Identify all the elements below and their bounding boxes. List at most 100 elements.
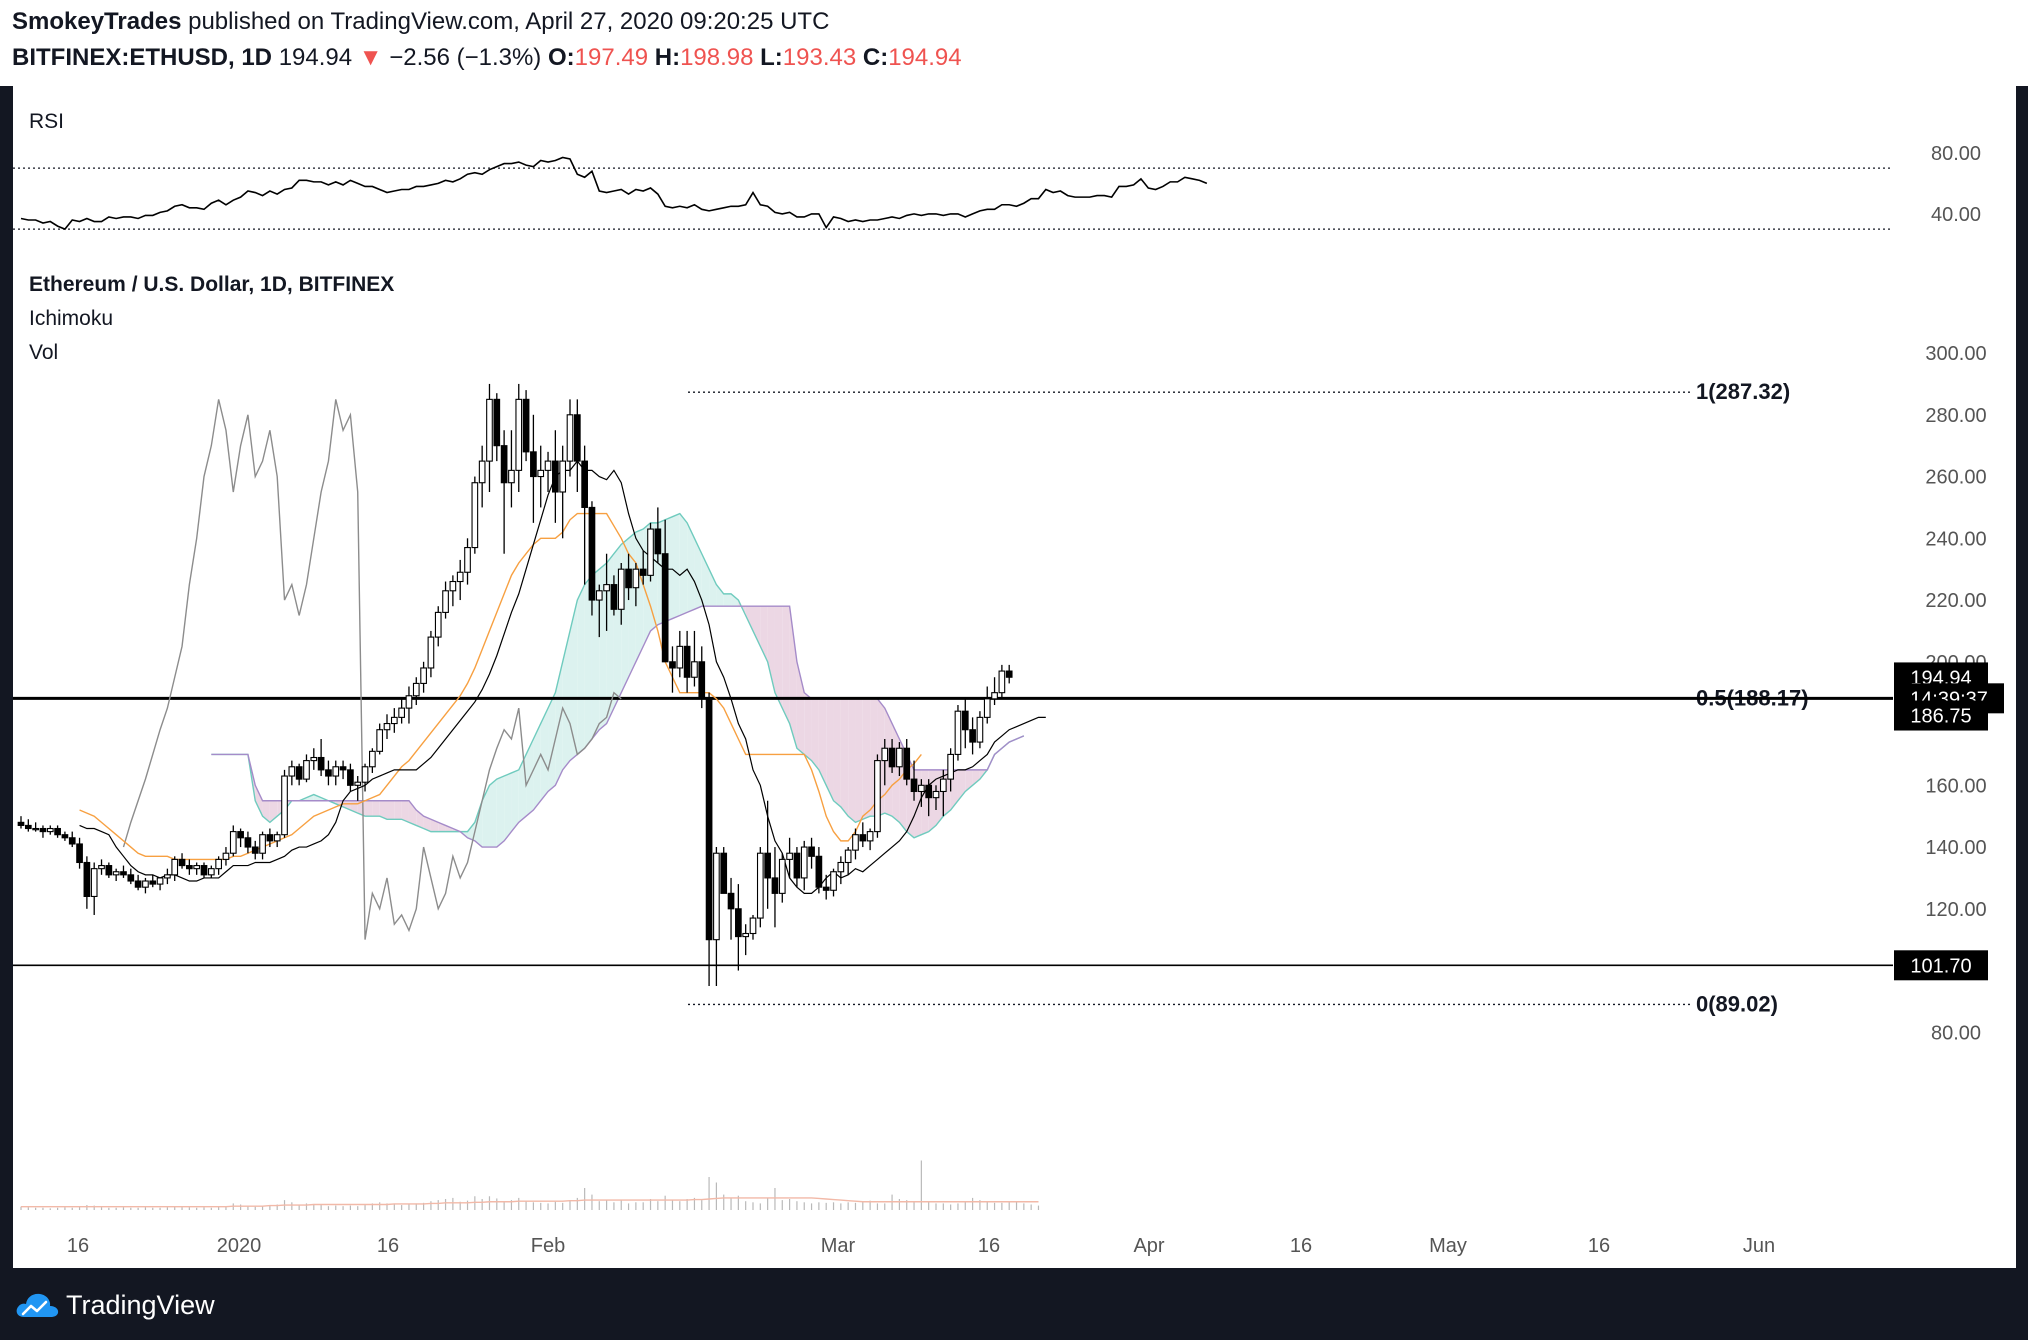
price-label-box [1894, 700, 1988, 731]
symbol-line: BITFINEX:ETHUSD, 1D 194.94 ▼ −2.56 (−1.3… [12, 44, 962, 72]
chart-canvas[interactable]: RSI80.0040.001(287.32)0.5(188.17)0(89.02… [13, 86, 2016, 1268]
candle-down [654, 528, 662, 555]
time-axis-tick: 16 [978, 1235, 1000, 1257]
tradingview-brand[interactable]: TradingView [66, 1290, 215, 1320]
main-pane-title: Ethereum / U.S. Dollar, 1D, BITFINEX [29, 273, 394, 296]
ichimoku-cloud-segment [774, 606, 783, 709]
ichimoku-cloud-segment [401, 800, 409, 823]
time-axis-tick: Jun [1743, 1235, 1775, 1257]
candle-down [793, 852, 801, 879]
candle-up [896, 747, 903, 768]
ichimoku-cloud-segment [928, 769, 936, 832]
price-axis-tick: 220.00 [1925, 590, 1986, 612]
candle-down [735, 908, 742, 938]
candle-down [200, 865, 208, 876]
chart-header: SmokeyTrades published on TradingView.co… [0, 0, 2028, 86]
candle-down [727, 892, 735, 910]
candle-down [317, 756, 325, 771]
symbol-name: BITFINEX:ETHUSD, 1D [12, 44, 273, 71]
candle-up [303, 760, 310, 780]
ichimoku-cloud-segment [826, 698, 834, 801]
ichimoku-cloud-segment [496, 776, 505, 848]
ichimoku-cloud-segment [862, 698, 871, 820]
candle-down [500, 445, 508, 484]
ichimoku-cloud-segment [782, 606, 790, 724]
candle-up [405, 695, 413, 709]
candle-up [852, 834, 859, 851]
candle-up [164, 874, 171, 879]
ichimoku-cloud-segment [445, 825, 453, 832]
candle-up [837, 861, 845, 873]
chikou-span-line [122, 399, 622, 940]
candle-up [954, 710, 962, 755]
candle-down [610, 584, 618, 610]
candle-up [32, 827, 39, 831]
candle-down [961, 710, 969, 731]
candle-up [749, 917, 757, 935]
candle-up [442, 590, 449, 613]
open-label: O: [547, 44, 575, 71]
candle-up [742, 932, 750, 938]
candle-up [361, 766, 369, 783]
candle-down [339, 766, 347, 771]
candle-up [844, 849, 852, 864]
volume-legend: Vol [29, 341, 58, 364]
candle-up [434, 611, 442, 638]
ichimoku-cloud-segment [365, 800, 373, 817]
candle-down [54, 827, 61, 836]
senkou-span-b-line [211, 605, 1025, 848]
candle-down [815, 855, 823, 888]
ichimoku-cloud-segment [482, 785, 490, 848]
volume-ma-line [21, 1197, 1039, 1208]
candle-up [383, 722, 391, 731]
ichimoku-legend: Ichimoku [29, 307, 113, 330]
candle-down [581, 460, 588, 508]
candle-down [552, 460, 559, 493]
author-name[interactable]: SmokeyTrades [12, 8, 182, 35]
candle-up [98, 865, 105, 870]
chart-area[interactable]: RSI 80.00 40.00 1(287.32) 0.5(188.17) 0(89.02… [13, 86, 2016, 1268]
candle-down [295, 766, 303, 780]
candle-up [756, 852, 764, 919]
ichimoku-cloud-segment [972, 769, 980, 786]
ichimoku-cloud-segment [789, 606, 797, 749]
candle-down [61, 834, 69, 839]
price-axis-tick: 300.00 [1925, 343, 1986, 365]
time-axis-tick: 2020 [217, 1235, 262, 1257]
candle-up [142, 880, 149, 888]
ichimoku-cloud-segment [306, 794, 314, 801]
candle-up [866, 831, 874, 842]
candle-up [229, 831, 237, 854]
tradingview-cloud-icon[interactable] [14, 1290, 60, 1320]
candle-up [369, 750, 376, 768]
candle-down [764, 852, 771, 879]
high-label: H: [654, 44, 681, 71]
candle-up [647, 528, 654, 576]
candle-up [259, 834, 266, 854]
time-axis-tick: 16 [1290, 1235, 1312, 1257]
ichimoku-cloud-segment [767, 606, 775, 693]
ichimoku-cloud-segment [628, 532, 636, 678]
ichimoku-cloud-segment [892, 723, 900, 823]
ichimoku-cloud-segment [811, 698, 819, 770]
ichimoku-cloud-segment [804, 692, 812, 761]
last-price: 194.94 [278, 44, 353, 71]
candle-down [68, 837, 76, 845]
ichimoku-cloud-segment [577, 584, 585, 755]
candle-down [859, 834, 867, 842]
ichimoku-cloud-segment [760, 606, 768, 662]
candle-up [874, 760, 881, 833]
candle-up [456, 571, 464, 583]
ichimoku-cloud-segment [621, 538, 629, 693]
candle-up [112, 871, 120, 876]
candle-down [661, 553, 669, 663]
ichimoku-cloud-segment [387, 800, 395, 820]
close-value: 194.94 [888, 44, 962, 71]
candle-down [698, 661, 706, 700]
ichimoku-cloud-segment [716, 584, 724, 607]
candle-down [1005, 670, 1013, 678]
ichimoku-cloud-segment [723, 593, 732, 607]
ichimoku-cloud-segment [591, 569, 600, 739]
publish-info: published on TradingView.com, April 27, … [188, 8, 830, 35]
candle-up [998, 670, 1006, 694]
